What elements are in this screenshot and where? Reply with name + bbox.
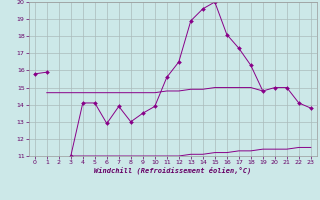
X-axis label: Windchill (Refroidissement éolien,°C): Windchill (Refroidissement éolien,°C) (94, 167, 252, 174)
